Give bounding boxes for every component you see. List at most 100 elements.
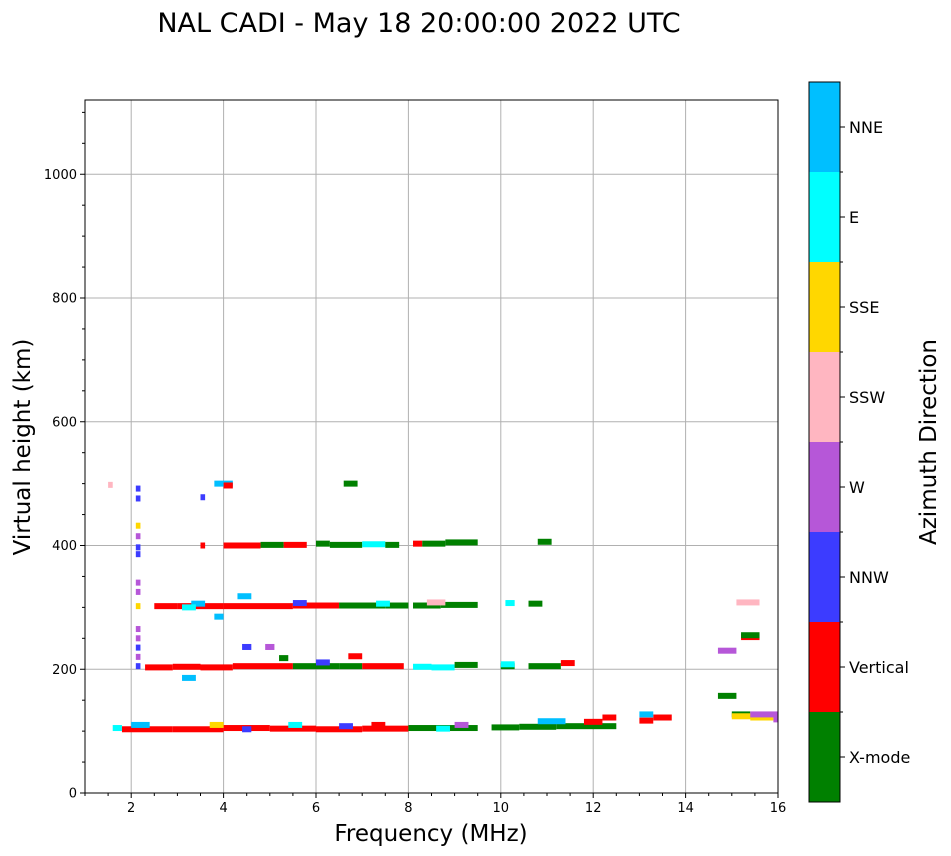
- echo-segment-sse: [209, 721, 224, 728]
- echo-segment-e: [505, 600, 515, 607]
- echo-segment-nne: [537, 718, 566, 725]
- echo-segment-vertical: [371, 721, 386, 728]
- chart-title: NAL CADI - May 18 20:00:00 2022 UTC: [157, 8, 680, 39]
- x-tick-label: 16: [770, 801, 787, 816]
- echo-segment-nnw: [200, 494, 206, 501]
- echo-segment-nnw: [242, 643, 252, 650]
- echo-segment-e: [436, 725, 450, 732]
- echo-segment-nnw: [135, 551, 141, 558]
- colorbar-label: SSE: [849, 298, 879, 317]
- echo-segment-nne: [131, 721, 150, 728]
- echo-segment-x-mode: [292, 663, 340, 670]
- echo-segment-x-mode: [717, 692, 737, 699]
- x-tick-label: 10: [493, 801, 510, 816]
- echo-segment-vertical: [200, 542, 206, 549]
- echo-segment-nnw: [135, 495, 141, 502]
- plot-frame: [84, 99, 779, 794]
- colorbar-title: Azimuth Direction: [916, 339, 942, 545]
- y-tick-label: 800: [52, 292, 77, 307]
- colorbar-label: SSW: [849, 388, 885, 407]
- y-tick-label: 600: [52, 415, 77, 430]
- echo-segment-vertical: [653, 714, 672, 721]
- colorbar-swatch: [809, 352, 840, 442]
- echo-segment-nnw: [135, 663, 141, 670]
- echo-segment-w: [454, 721, 469, 728]
- echo-segment-sse: [750, 714, 774, 721]
- echo-segment-x-mode: [528, 600, 543, 607]
- echo-segment-sse: [731, 713, 755, 720]
- echo-segment-e: [112, 725, 122, 732]
- echo-segment-w: [135, 579, 141, 586]
- azimuth-colorbar: X-mode Vertical NNW W SSW SSE E NNE: [808, 81, 910, 803]
- echo-segment-ssw: [108, 481, 113, 488]
- echo-segment-nnw: [135, 485, 141, 492]
- x-tick-label: 6: [312, 801, 320, 816]
- echo-segment-x-mode: [528, 663, 561, 670]
- echo-segment-vertical: [223, 603, 293, 610]
- echo-segment-vertical: [560, 660, 575, 667]
- echo-segment-w: [135, 653, 141, 660]
- echo-segment-w: [773, 716, 778, 723]
- x-axis-label: Frequency (MHz): [334, 821, 527, 847]
- echo-segment-x-mode: [537, 538, 552, 545]
- echo-segment-w: [135, 588, 141, 595]
- colorbar-swatch: [809, 262, 840, 352]
- echo-segment-x-mode: [316, 540, 330, 547]
- echo-segment-x-mode: [260, 541, 284, 548]
- echo-segment-x-mode: [329, 541, 363, 548]
- echo-segment-x-mode: [741, 632, 760, 639]
- echo-segment-x-mode: [440, 601, 478, 608]
- colorbar-frame: [808, 81, 841, 803]
- echo-segment-vertical: [223, 482, 233, 489]
- y-tick-label: 200: [52, 663, 77, 678]
- echo-segment-vertical: [348, 653, 363, 660]
- echo-segment-x-mode: [445, 539, 478, 546]
- echo-segment-nnw: [135, 644, 141, 651]
- colorbar-swatch: [809, 622, 840, 712]
- colorbar-label: Vertical: [849, 658, 909, 677]
- x-tick-label: 14: [677, 801, 694, 816]
- echo-segment-nne: [639, 711, 654, 718]
- echo-segment-e: [288, 721, 303, 728]
- echo-segment-w: [135, 626, 141, 633]
- echo-segment-nnw: [242, 726, 252, 733]
- y-axis-ticks: 0 200 400 600 800 1000: [44, 111, 85, 802]
- echo-segment-e: [431, 664, 455, 671]
- echo-segment-w: [750, 711, 778, 718]
- x-tick-label: 4: [219, 801, 227, 816]
- y-tick-label: 1000: [44, 168, 77, 183]
- x-tick-label: 2: [127, 801, 135, 816]
- echo-segment-w: [135, 533, 141, 540]
- echo-segment-x-mode: [491, 724, 520, 731]
- echo-segment-nne: [182, 674, 196, 681]
- grid-lines: [85, 100, 779, 794]
- echo-segment-vertical: [154, 603, 178, 610]
- colorbar-swatch: [809, 442, 840, 532]
- echo-segment-w: [717, 647, 737, 654]
- echo-segment-vertical: [292, 602, 340, 609]
- echo-segment-x-mode: [422, 540, 446, 547]
- echo-segment-e: [362, 541, 386, 548]
- echo-segment-vertical: [413, 540, 423, 547]
- echo-segment-vertical: [223, 542, 261, 549]
- echo-segment-vertical: [232, 663, 293, 670]
- colorbar-swatch: [809, 82, 840, 172]
- echo-segment-vertical: [362, 663, 404, 670]
- colorbar-label: NNW: [849, 568, 889, 587]
- echo-segment-vertical: [602, 714, 617, 721]
- x-tick-label: 8: [404, 801, 412, 816]
- echo-segment-vertical: [283, 541, 307, 548]
- echo-segment-x-mode: [339, 602, 386, 609]
- echo-segment-e: [413, 663, 432, 670]
- echo-segment-nnw: [339, 723, 353, 730]
- y-tick-label: 0: [69, 787, 77, 802]
- echo-segment-vertical: [269, 725, 316, 732]
- echo-segment-nne: [237, 593, 252, 600]
- echo-segment-vertical: [583, 718, 603, 725]
- colorbar-swatch: [809, 712, 840, 802]
- echo-segment-x-mode: [339, 663, 363, 670]
- colorbar-label: X-mode: [849, 748, 910, 767]
- echo-segment-sse: [135, 603, 141, 610]
- x-axis-ticks: 2 4 6 8 10 12 14 16: [84, 793, 787, 816]
